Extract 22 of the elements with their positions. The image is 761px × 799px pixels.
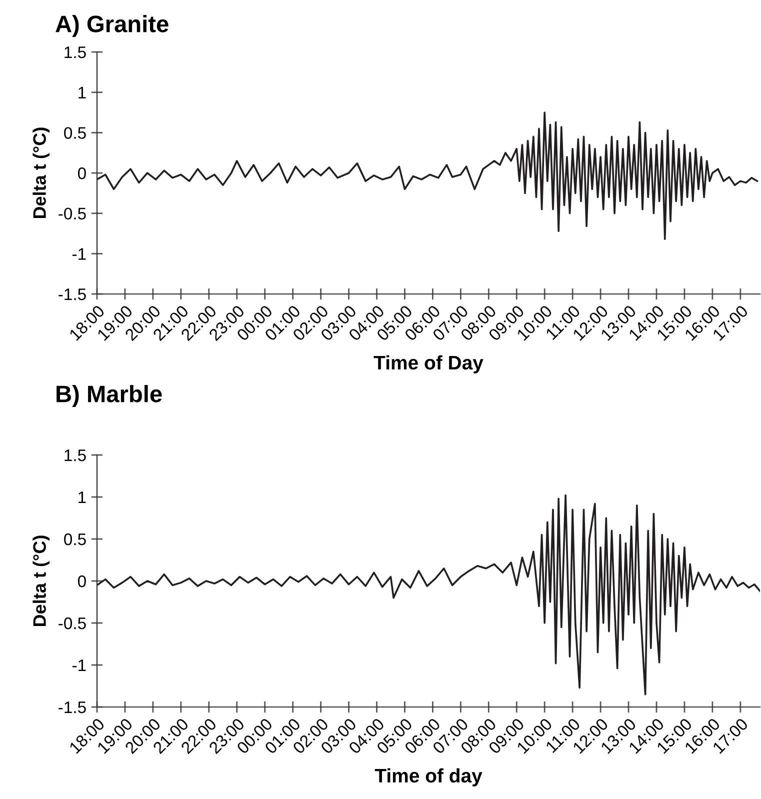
y-tick-label: -1 [72,248,86,260]
chart-title: A) Granite [56,15,168,38]
y-tick-label: 1.5 [64,450,86,462]
y-tick-label: -1.5 [58,702,86,714]
line-series [97,112,758,240]
y-tick-label: -0.5 [58,617,86,630]
x-axis-title: Time of day [374,768,482,786]
y-tick-label: -1 [72,660,86,672]
chart-title: B) Marble [56,385,162,408]
y-axis-title: Delta t (°C) [32,536,50,626]
y-tick-label: 0.5 [64,127,86,139]
y-tick-label: 0 [78,575,86,588]
line-series [97,494,760,696]
y-tick-label: -0.5 [58,208,86,220]
y-tick-label: -1.5 [58,288,86,300]
y-tick-label: 1 [78,86,86,98]
y-tick-label: 0 [78,167,86,180]
y-tick-label: 0.5 [64,533,86,546]
x-axis-title: Time of Day [374,355,484,374]
y-tick-label: 1.5 [64,46,86,58]
y-tick-label: 1 [78,492,86,504]
y-axis-title: Delta t (°C) [32,128,50,218]
